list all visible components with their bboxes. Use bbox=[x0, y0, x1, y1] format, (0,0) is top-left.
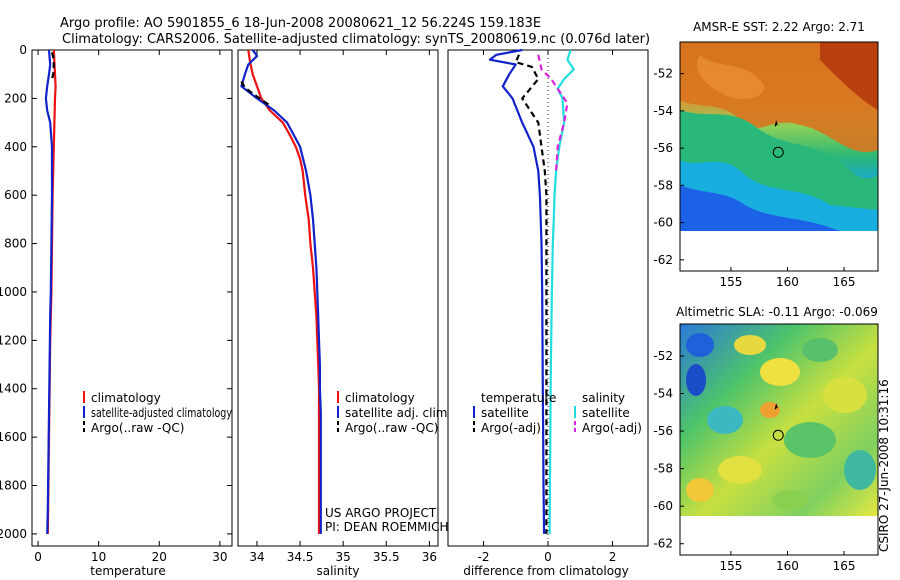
y-tick-label: 1400 bbox=[0, 382, 27, 396]
x-tick-label: 30 bbox=[212, 550, 227, 564]
legend-label-argo: Argo(..raw -QC) bbox=[91, 421, 184, 435]
x-tick-label: 0 bbox=[544, 550, 552, 564]
legend-label-satellite-adj: satellite adj. clim. bbox=[345, 406, 451, 420]
sla-field bbox=[680, 324, 878, 516]
map-x-tick-label: 155 bbox=[719, 559, 742, 573]
legend-label-satellite-adjusted: satellite-adjusted climatology bbox=[91, 406, 232, 420]
map-x-tick-label: 160 bbox=[776, 275, 799, 289]
temperature-xlabel: temperature bbox=[90, 564, 165, 578]
sst-map-axes bbox=[679, 41, 879, 272]
legend-label-sal-satellite: satellite bbox=[582, 406, 630, 420]
x-tick-label: 34 bbox=[249, 550, 264, 564]
salinity-panel: 34 34.5 35 35.5 36 salinity climatology sate… bbox=[237, 49, 451, 578]
y-tick-label: 800 bbox=[4, 237, 27, 251]
series-line bbox=[548, 49, 575, 534]
x-tick-label: 0 bbox=[34, 550, 42, 564]
legend-header-temperature: temperature bbox=[481, 391, 556, 405]
salinity-xlabel: salinity bbox=[316, 564, 359, 578]
float-track-marker bbox=[774, 120, 778, 127]
map-y-tick-label: -54 bbox=[653, 104, 673, 118]
y-tick-label: 1800 bbox=[0, 479, 27, 493]
legend-header-salinity: salinity bbox=[582, 391, 625, 405]
legend-label-climatology: climatology bbox=[345, 391, 415, 405]
float-position-marker bbox=[772, 429, 784, 441]
map-y-tick-label: -52 bbox=[653, 349, 673, 363]
y-tick-label: 600 bbox=[4, 188, 27, 202]
title-line-1: Argo profile: AO 5901855_6 18-Jun-2008 2… bbox=[60, 16, 541, 31]
map-y-tick-label: -60 bbox=[653, 499, 673, 513]
y-tick-label: 2000 bbox=[0, 527, 27, 541]
map-y-tick-label: -54 bbox=[653, 386, 673, 400]
map-y-tick-label: -60 bbox=[653, 216, 673, 230]
map-y-tick-label: -56 bbox=[653, 141, 673, 155]
y-tick-label: 400 bbox=[4, 140, 27, 154]
map-y-tick-label: -52 bbox=[653, 67, 673, 81]
sla-map-title: Altimetric SLA: -0.11 Argo: -0.069 bbox=[676, 305, 878, 319]
series-line bbox=[240, 49, 322, 534]
legend-label-temp-argo: Argo(-adj) bbox=[481, 421, 541, 435]
temperature-axes-frame bbox=[31, 49, 233, 547]
y-tick-label: 1600 bbox=[0, 430, 27, 444]
x-tick-label: -2 bbox=[477, 550, 489, 564]
sst-map-title: AMSR-E SST: 2.22 Argo: 2.71 bbox=[693, 20, 865, 34]
salinity-axes-frame bbox=[237, 49, 439, 547]
y-tick-label: 1200 bbox=[0, 333, 27, 347]
y-tick-label: 0 bbox=[19, 43, 27, 57]
legend-label-climatology: climatology bbox=[91, 391, 161, 405]
salinity-legend: climatology satellite adj. clim. Argo(..… bbox=[337, 391, 451, 435]
footer-credit: CSIRO 27-Jun-2008 10:31:16 bbox=[877, 379, 891, 552]
series-line bbox=[50, 52, 55, 82]
sst-field bbox=[680, 42, 878, 231]
map-y-tick-label: -62 bbox=[653, 253, 673, 267]
pi-credit: PI: DEAN ROEMMICH bbox=[325, 520, 448, 534]
difference-legend: temperature salinity satellite Argo(-adj… bbox=[473, 391, 642, 435]
series-line bbox=[247, 49, 321, 534]
map-x-tick-label: 165 bbox=[833, 275, 856, 289]
x-tick-label: 34.5 bbox=[287, 550, 314, 564]
project-credit: US ARGO PROJECT bbox=[325, 506, 437, 520]
map-x-tick-label: 155 bbox=[719, 275, 742, 289]
sla-map: Altimetric SLA: -0.11 Argo: -0.069 155 16… bbox=[653, 305, 879, 573]
x-tick-label: 35 bbox=[336, 550, 351, 564]
map-y-tick-label: -62 bbox=[653, 537, 673, 551]
temperature-legend: climatology satellite-adjusted climatolo… bbox=[83, 391, 232, 435]
map-y-tick-label: -58 bbox=[653, 462, 673, 476]
title-line-2: Climatology: CARS2006. Satellite-adjuste… bbox=[62, 32, 650, 47]
x-tick-label: 35.5 bbox=[373, 550, 400, 564]
sla-map-axes bbox=[679, 323, 879, 556]
float-track-marker bbox=[774, 403, 778, 410]
series-line bbox=[488, 48, 546, 534]
map-y-tick-label: -56 bbox=[653, 424, 673, 438]
map-x-tick-label: 160 bbox=[776, 559, 799, 573]
sst-map: AMSR-E SST: 2.22 Argo: 2.71 155 160 165 -52… bbox=[653, 20, 879, 289]
legend-label-temp-satellite: satellite bbox=[481, 406, 529, 420]
map-y-tick-label: -58 bbox=[653, 178, 673, 192]
difference-xlabel: difference from climatology bbox=[463, 564, 629, 578]
x-tick-label: 10 bbox=[91, 550, 106, 564]
y-tick-label: 200 bbox=[4, 91, 27, 105]
float-position-marker bbox=[772, 146, 784, 158]
map-x-tick-label: 165 bbox=[833, 559, 856, 573]
series-line bbox=[44, 49, 54, 534]
legend-label-sal-argo: Argo(-adj) bbox=[582, 421, 642, 435]
difference-panel: -2 0 2 difference from climatology tempera… bbox=[447, 48, 649, 578]
series-line bbox=[240, 80, 271, 107]
x-tick-label: 2 bbox=[609, 550, 617, 564]
y-tick-label: 1000 bbox=[0, 285, 27, 299]
x-tick-label: 20 bbox=[152, 550, 167, 564]
x-tick-label: 36 bbox=[422, 550, 437, 564]
series-line bbox=[514, 54, 548, 534]
legend-label-argo: Argo(..raw -QC) bbox=[345, 421, 438, 435]
